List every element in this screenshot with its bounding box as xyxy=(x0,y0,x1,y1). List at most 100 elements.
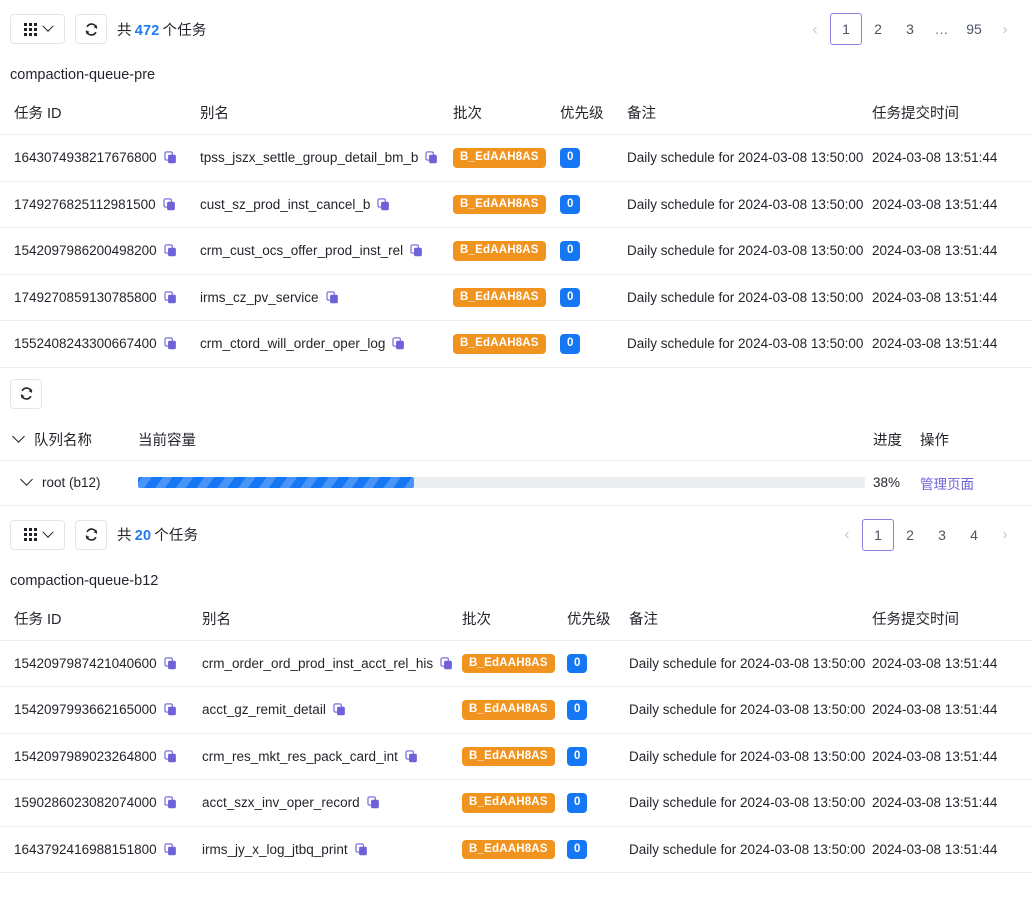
alias-cell: acct_gz_remit_detail xyxy=(202,702,454,717)
table-row[interactable]: 1749270859130785800 irms_cz_pv_service B_E… xyxy=(0,274,1032,321)
alias-value: irms_cz_pv_service xyxy=(200,289,319,305)
pagination-prev[interactable]: ‹ xyxy=(812,20,818,38)
copy-icon[interactable] xyxy=(425,151,438,164)
col-alias: 别名 xyxy=(202,597,462,641)
copy-icon[interactable] xyxy=(163,198,176,211)
pagination-next[interactable]: › xyxy=(1002,20,1008,38)
pagination-page-95[interactable]: 95 xyxy=(966,21,982,37)
chevron-down-icon[interactable] xyxy=(20,473,33,486)
batch-badge: B_EdAAH8AS xyxy=(453,334,546,354)
priority-badge: 0 xyxy=(567,746,588,766)
table-row[interactable]: 1542097989023264800 crm_res_mkt_res_pack_… xyxy=(0,733,1032,780)
copy-icon[interactable] xyxy=(164,291,177,304)
submit-time-value: 2024-03-08 13:51:44 xyxy=(872,134,1032,182)
alias-value: crm_ctord_will_order_oper_log xyxy=(200,336,386,352)
queue-row-name-cell: root (b12) xyxy=(0,473,130,490)
copy-icon[interactable] xyxy=(367,796,380,809)
task-table-bottom-body: 1542097987421040600 crm_order_ord_prod_in… xyxy=(0,640,1032,873)
col-priority: 优先级 xyxy=(560,92,627,135)
priority-badge: 0 xyxy=(567,839,588,859)
copy-icon[interactable] xyxy=(392,337,405,350)
table-row[interactable]: 1643074938217676800 tpss_jszx_settle_grou… xyxy=(0,134,1032,182)
priority-badge: 0 xyxy=(560,241,581,261)
refresh-button-bottom[interactable] xyxy=(75,519,107,550)
pagination-page-1[interactable]: 1 xyxy=(830,13,862,45)
copy-icon[interactable] xyxy=(405,750,418,763)
batch-badge: B_EdAAH8AS xyxy=(462,653,555,673)
queue-row[interactable]: root (b12) 38% 管理页面 xyxy=(0,460,1032,506)
refresh-button-top[interactable] xyxy=(75,14,107,44)
col-task-id: 任务 ID xyxy=(0,92,200,135)
batch-badge: B_EdAAH8AS xyxy=(462,839,555,859)
remark-value: Daily schedule for 2024-03-08 13:50:00 xyxy=(629,733,872,780)
table-row[interactable]: 1552408243300667400 crm_ctord_will_order_… xyxy=(0,320,1032,368)
grid-icon xyxy=(23,528,37,541)
task-id-cell: 1643792416988151800 xyxy=(14,842,194,857)
copy-icon[interactable] xyxy=(164,843,177,856)
table-row[interactable]: 1590286023082074000 acct_szx_inv_oper_rec… xyxy=(0,779,1032,827)
alias-value: crm_cust_ocs_offer_prod_inst_rel xyxy=(200,243,404,259)
copy-icon[interactable] xyxy=(164,151,177,164)
refresh-button-queue[interactable] xyxy=(10,378,42,409)
submit-time-value: 2024-03-08 13:51:44 xyxy=(872,779,1032,827)
task-id-value: 1542097986200498200 xyxy=(14,243,157,259)
copy-icon[interactable] xyxy=(164,796,177,809)
copy-icon[interactable] xyxy=(164,244,177,257)
copy-icon[interactable] xyxy=(164,703,177,716)
pagination-page-1[interactable]: 1 xyxy=(862,518,894,551)
alias-value: crm_res_mkt_res_pack_card_int xyxy=(202,748,398,764)
priority-badge: 0 xyxy=(560,194,581,214)
priority-badge: 0 xyxy=(567,793,588,813)
pagination-next[interactable]: › xyxy=(1002,526,1008,543)
task-id-value: 1542097993662165000 xyxy=(14,702,157,718)
submit-time-value: 2024-03-08 13:51:44 xyxy=(872,181,1032,228)
copy-icon[interactable] xyxy=(440,657,453,670)
copy-icon[interactable] xyxy=(325,291,339,304)
copy-icon[interactable] xyxy=(377,198,390,211)
table-row[interactable]: 1542097986200498200 crm_cust_ocs_offer_pr… xyxy=(0,227,1032,275)
task-id-cell: 1749270859130785800 xyxy=(14,290,192,305)
priority-badge: 0 xyxy=(560,334,581,354)
refresh-icon xyxy=(20,387,32,400)
copy-icon[interactable] xyxy=(354,843,368,856)
copy-icon[interactable] xyxy=(410,244,423,257)
copy-icon[interactable] xyxy=(333,703,346,716)
col-task-id: 任务 ID xyxy=(0,597,202,641)
submit-time-value: 2024-03-08 13:51:44 xyxy=(872,274,1032,321)
chevron-down-icon[interactable] xyxy=(12,429,25,443)
queue-toolbar xyxy=(0,368,1032,420)
pagination-page-3[interactable]: 3 xyxy=(938,526,946,543)
table-row[interactable]: 1643792416988151800 irms_jy_x_log_jtbq_pr… xyxy=(0,826,1032,873)
table-row[interactable]: 1542097993662165000 acct_gz_remit_detail B… xyxy=(0,686,1032,734)
copy-icon[interactable] xyxy=(164,657,177,670)
table-row[interactable]: 1749276825112981500 cust_sz_prod_inst_can… xyxy=(0,181,1032,228)
queue-label-top: compaction-queue-pre xyxy=(10,67,156,83)
columns-selector-button[interactable] xyxy=(10,14,65,44)
pagination-page-4[interactable]: 4 xyxy=(970,526,978,543)
refresh-icon xyxy=(85,528,97,541)
manage-page-link[interactable]: 管理页面 xyxy=(920,476,974,492)
count-prefix: 共 xyxy=(117,22,132,39)
col-batch: 批次 xyxy=(462,597,567,641)
alias-value: tpss_jszx_settle_group_detail_bm_b xyxy=(200,150,419,166)
pagination-ellipsis[interactable]: … xyxy=(934,21,950,37)
pagination-prev[interactable]: ‹ xyxy=(844,526,850,543)
top-toolbar-left: 共 472 个任务 xyxy=(10,14,207,44)
table-header-row: 任务 ID 别名 批次 优先级 备注 任务提交时间 xyxy=(0,597,1032,641)
pagination-page-2[interactable]: 2 xyxy=(906,526,914,543)
task-id-cell: 1590286023082074000 xyxy=(14,795,194,810)
pagination-page-3[interactable]: 3 xyxy=(906,21,914,37)
pagination-page-2[interactable]: 2 xyxy=(874,21,882,37)
columns-selector-button-bottom[interactable] xyxy=(10,519,65,550)
submit-time-value: 2024-03-08 13:51:44 xyxy=(872,826,1032,873)
copy-icon[interactable] xyxy=(164,750,177,763)
remark-value: Daily schedule for 2024-03-08 13:50:00 xyxy=(627,274,872,321)
col-queue-name: 队列名称 xyxy=(34,432,92,449)
task-id-cell: 1542097993662165000 xyxy=(14,702,194,717)
copy-icon[interactable] xyxy=(164,337,177,350)
table-row[interactable]: 1542097987421040600 crm_order_ord_prod_in… xyxy=(0,640,1032,687)
alias-value: acct_gz_remit_detail xyxy=(202,702,326,718)
queue-row-name: root (b12) xyxy=(42,475,101,490)
col-alias: 别名 xyxy=(200,92,453,135)
col-submit-time: 任务提交时间 xyxy=(872,92,1032,135)
